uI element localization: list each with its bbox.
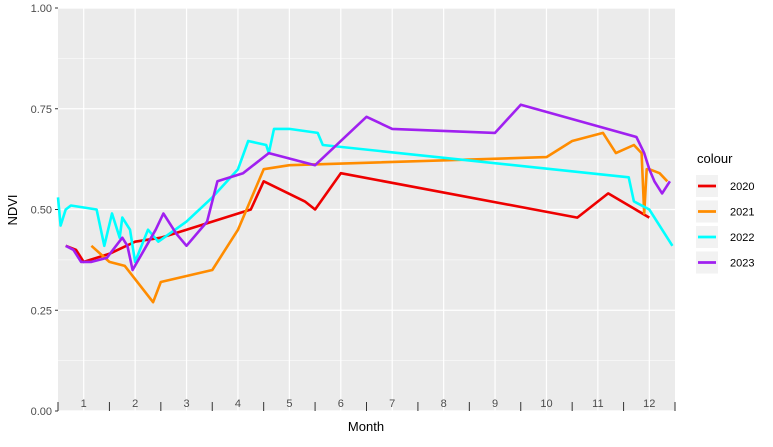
y-tick-label: 0.25 (31, 305, 52, 317)
y-tick-label: 1.00 (31, 3, 52, 15)
y-tick-label: 0.75 (31, 104, 52, 116)
x-tick-label: 3 (183, 398, 189, 410)
series-line-2021 (90, 131, 669, 304)
month-separator-ticks (57, 402, 676, 411)
x-tick-label: 12 (643, 398, 655, 410)
x-tick-label: 7 (389, 398, 395, 410)
x-tick-label: 9 (492, 398, 498, 410)
x-axis-title: Month (348, 419, 384, 434)
legend-label-2023: 2023 (730, 258, 754, 270)
x-tick-label: 4 (235, 398, 241, 410)
y-axis: 0.00 0.25 0.50 0.75 1.00 (31, 3, 58, 418)
legend: colour 2020 2021 2022 2023 (696, 151, 754, 274)
x-tick-label: 8 (441, 398, 447, 410)
series-line-2022 (56, 127, 674, 264)
x-tick-label: 11 (592, 398, 603, 410)
x-tick-label: 1 (81, 398, 87, 410)
major-grid (58, 7, 675, 412)
y-tick-label: 0.00 (31, 406, 52, 418)
x-axis: 1 2 3 4 5 6 7 8 9 10 11 12 (81, 398, 656, 410)
series-layer (56, 103, 674, 304)
x-tick-label: 6 (338, 398, 344, 410)
minor-grid (58, 58, 675, 361)
legend-label-2022: 2022 (730, 232, 754, 244)
x-tick-label: 5 (286, 398, 292, 410)
x-tick-label: 10 (540, 398, 552, 410)
legend-label-2021: 2021 (730, 207, 754, 219)
y-tick-label: 0.50 (31, 205, 52, 217)
legend-label-2020: 2020 (730, 181, 754, 193)
legend-title: colour (697, 151, 733, 166)
series-line-2023 (65, 103, 671, 272)
series-line-2020 (65, 171, 650, 264)
y-axis-title: NDVI (5, 194, 20, 225)
x-tick-label: 2 (132, 398, 138, 410)
